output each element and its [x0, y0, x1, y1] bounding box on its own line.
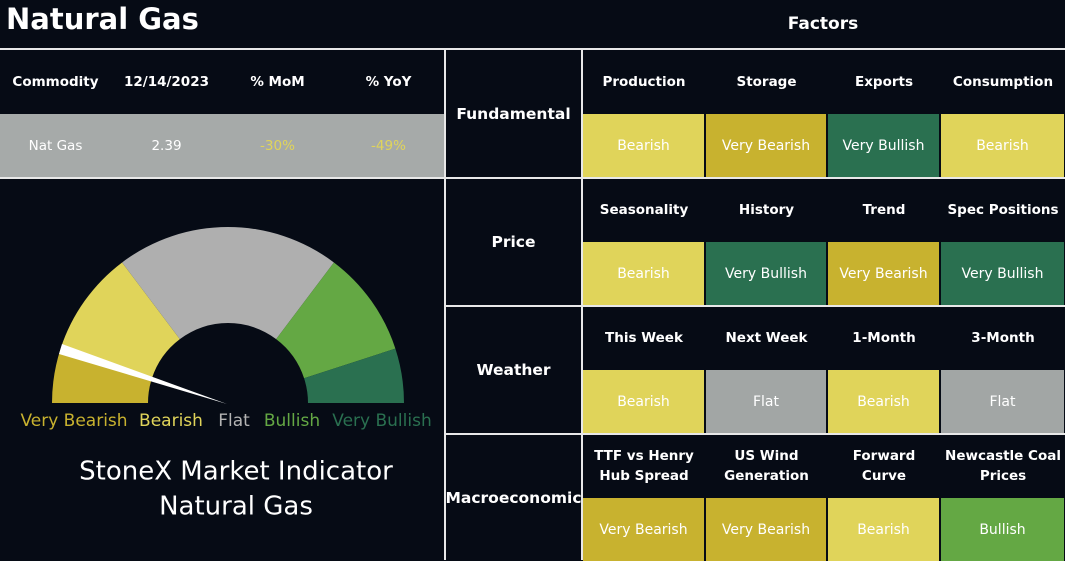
factor-rating: Very Bullish: [706, 242, 826, 305]
label-line: Production: [602, 74, 686, 90]
label-line: History: [738, 202, 795, 218]
factor-rating: Bearish: [583, 114, 704, 177]
gauge-label: Very Bullish: [332, 411, 431, 431]
gauge-label: Bearish: [139, 411, 203, 431]
divider: [581, 48, 583, 560]
table-cell: -49%: [371, 137, 406, 154]
divider: [446, 305, 1065, 307]
group-label: Weather: [476, 360, 551, 379]
factor-label: Trend: [828, 178, 940, 242]
factor-label: Spec Positions: [941, 178, 1065, 242]
label-line: Curve: [861, 468, 907, 484]
label-line: Forward: [852, 448, 916, 464]
gauge-arcs: [52, 226, 404, 403]
table-cell: Nat Gas: [28, 137, 83, 154]
factor-label: History: [706, 178, 827, 242]
label-line: Storage: [736, 74, 797, 90]
group-label: Price: [491, 232, 536, 251]
factor-rating: Very Bearish: [706, 114, 826, 177]
label-line: Generation: [724, 468, 809, 484]
factor-label: Seasonality: [583, 178, 705, 242]
gauge-segment: [60, 262, 180, 379]
label-line: 1-Month: [852, 330, 916, 346]
label-line: Consumption: [952, 74, 1054, 90]
gauge-caption: StoneX Market Indicator: [79, 457, 393, 487]
table-cell: -30%: [260, 137, 295, 154]
factor-rating: Very Bearish: [828, 242, 939, 305]
factor-label: This Week: [583, 306, 705, 370]
page-title: Natural Gas: [6, 2, 199, 36]
factor-label: Newcastle Coal Prices: [941, 434, 1065, 498]
gauge: StoneX Market Indicator Natural Gas Very…: [20, 226, 432, 522]
factor-rating: Bearish: [828, 498, 939, 561]
factors-title: Factors: [787, 14, 859, 34]
label-line: Exports: [854, 74, 913, 90]
divider: [446, 177, 1065, 179]
factor-rating: Bearish: [828, 370, 939, 433]
factor-label: Exports: [828, 50, 940, 114]
factor-label: 3-Month: [941, 306, 1065, 370]
label-line: Hub Spread: [599, 468, 689, 484]
group-label: Fundamental: [456, 104, 571, 123]
gauge-segment: [122, 226, 334, 340]
column-header: % MoM: [250, 73, 305, 90]
gauge-segment: [304, 348, 404, 403]
column-header: Commodity: [12, 73, 99, 90]
column-header: % YoY: [365, 73, 412, 90]
divider: [0, 48, 1065, 50]
label-line: This Week: [605, 330, 683, 346]
factor-rating: Very Bearish: [583, 498, 704, 561]
factor-rating: Bearish: [941, 114, 1064, 177]
label-line: Newcastle Coal: [945, 448, 1061, 464]
divider: [444, 48, 446, 560]
gauge-needle: [59, 344, 227, 404]
factor-label: Consumption: [941, 50, 1065, 114]
gauge-segment: [276, 262, 396, 379]
divider: [0, 177, 445, 179]
row-background: [0, 114, 444, 177]
label-line: US Wind: [734, 448, 799, 464]
factor-rating: Very Bearish: [706, 498, 826, 561]
gauge-segment: [52, 348, 152, 403]
gauge-label: Very Bearish: [20, 411, 127, 431]
factor-label: Forward Curve: [828, 434, 940, 498]
label-line: TTF vs Henry: [594, 448, 694, 464]
divider: [446, 433, 1065, 435]
gauge-label: Flat: [218, 411, 250, 431]
label-line: Trend: [862, 202, 906, 218]
factor-label: Production: [583, 50, 705, 114]
table-cell: 2.39: [151, 137, 182, 154]
gauge-caption: Natural Gas: [159, 492, 313, 522]
factor-rating: Bearish: [583, 370, 704, 433]
label-line: 3-Month: [971, 330, 1035, 346]
group-label: Macroeconomic: [445, 488, 582, 507]
label-line: Seasonality: [599, 202, 689, 218]
factor-label: Storage: [706, 50, 827, 114]
factor-label: 1-Month: [828, 306, 940, 370]
factor-rating: Flat: [706, 370, 826, 433]
label-line: Next Week: [725, 330, 808, 346]
factor-label: TTF vs Henry Hub Spread: [583, 434, 705, 498]
summary-table: Commodity 12/14/2023 % MoM % YoY Nat Gas 2.39…: [0, 50, 444, 177]
factor-rating: Very Bullish: [941, 242, 1064, 305]
factor-rating: Flat: [941, 370, 1064, 433]
label-line: Spec Positions: [947, 202, 1059, 218]
factor-label: US Wind Generation: [706, 434, 827, 498]
factor-rating: Very Bullish: [828, 114, 939, 177]
gauge-label: Bullish: [264, 411, 320, 431]
factor-rating: Bearish: [583, 242, 704, 305]
factor-rating: Bullish: [941, 498, 1064, 561]
column-header: 12/14/2023: [123, 73, 209, 90]
label-line: Prices: [979, 468, 1027, 484]
factor-label: Next Week: [706, 306, 827, 370]
